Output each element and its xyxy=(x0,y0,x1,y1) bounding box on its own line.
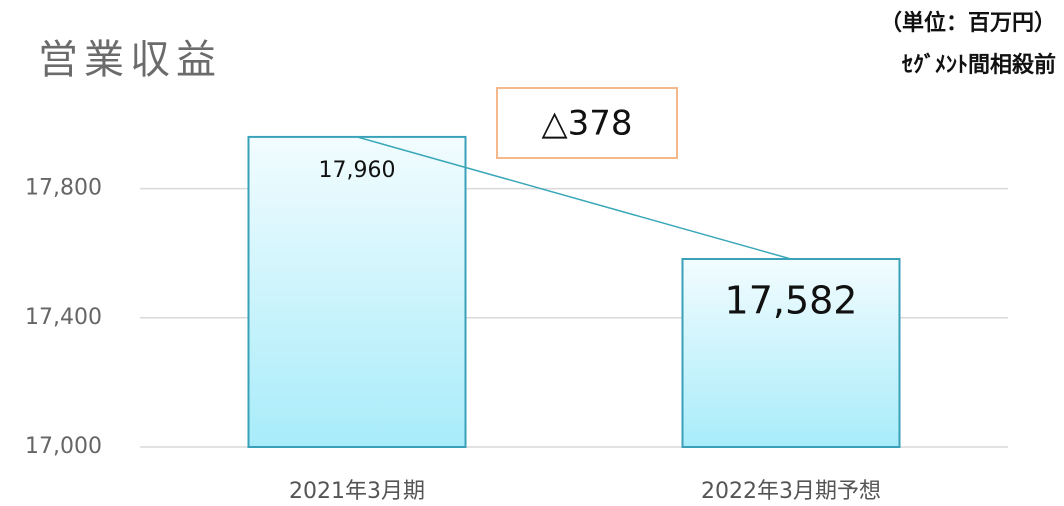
x-tick-label: 2022年3月期予想 xyxy=(701,479,881,504)
value-label: 17,582 xyxy=(725,279,858,323)
annotation: △378 xyxy=(541,104,632,144)
bar-shine xyxy=(249,137,465,447)
bar-shine xyxy=(683,260,899,446)
unit-note: ｾｸﾞﾒﾝﾄ間相殺前 xyxy=(901,52,1056,78)
y-tick-label: 17,400 xyxy=(25,305,102,330)
unit-note: （単位：百万円） xyxy=(880,10,1056,36)
annotation-box xyxy=(496,87,678,159)
x-tick-label: 2021年3月期 xyxy=(289,479,425,504)
y-tick-label: 17,000 xyxy=(25,434,102,459)
connector xyxy=(356,136,792,260)
chart-title: 営業収益 xyxy=(38,37,222,83)
y-tick-label: 17,800 xyxy=(25,176,102,201)
value-label: 17,960 xyxy=(319,158,396,183)
